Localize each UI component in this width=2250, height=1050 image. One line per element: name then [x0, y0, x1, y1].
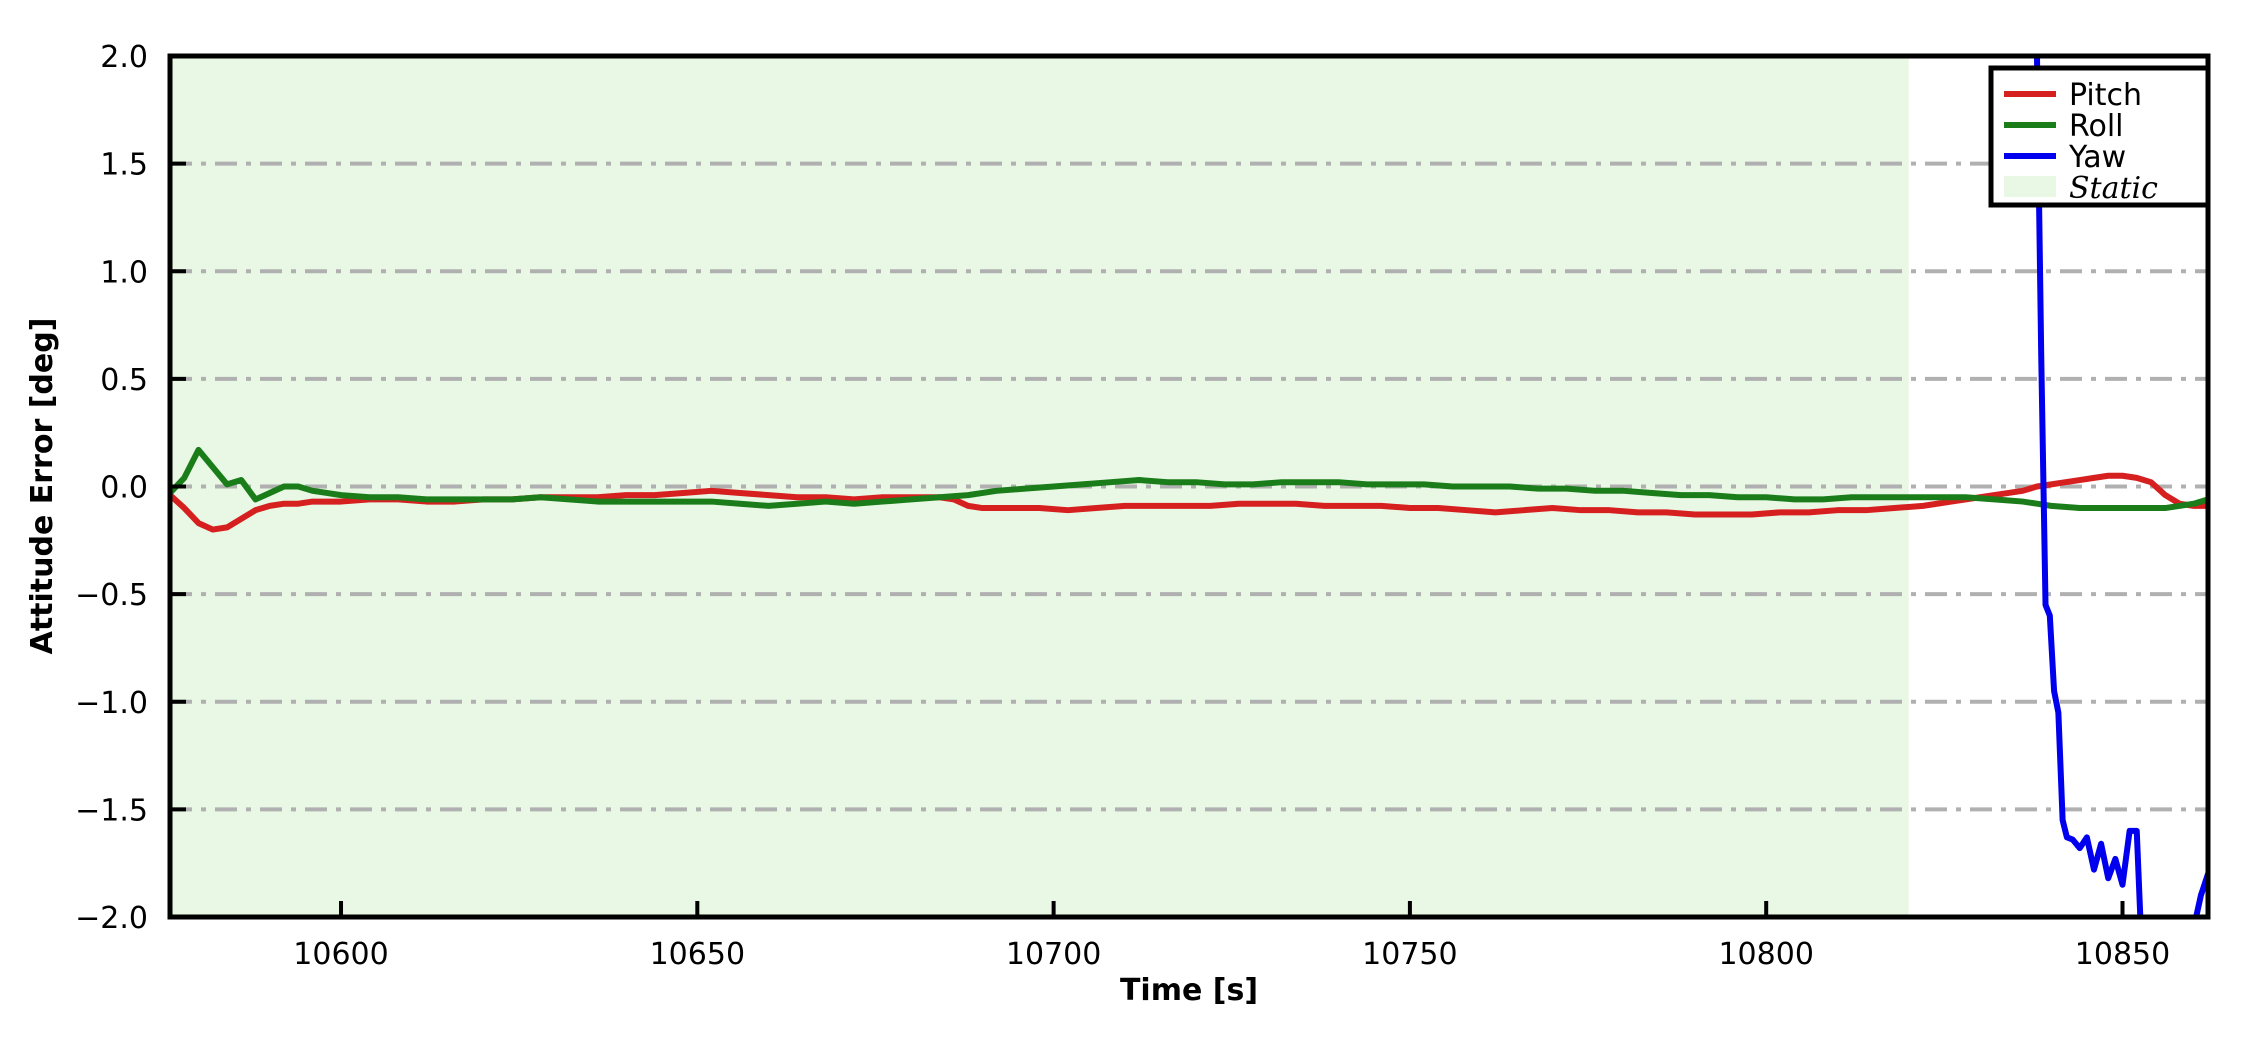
- x-axis-title: Time [s]: [1120, 973, 1258, 1008]
- x-tick-label: 10800: [1718, 937, 1813, 972]
- legend-label-roll[interactable]: Roll: [2069, 109, 2124, 144]
- axis-ticks: [170, 161, 2125, 917]
- grid-lines: [170, 161, 2208, 812]
- legend-label-static[interactable]: Static: [2069, 171, 2158, 206]
- legend-box: [1988, 65, 2211, 208]
- y-tick-label: −1.5: [75, 793, 148, 828]
- data-series-group: [170, 56, 2208, 917]
- legend-swatch-static: [2004, 176, 2056, 197]
- y-axis-title: Attitude Error [deg]: [25, 318, 60, 655]
- y-tick-label: −1.0: [75, 686, 148, 721]
- x-tick-label: 10850: [2075, 937, 2170, 972]
- y-tick-label: 0.5: [100, 363, 148, 398]
- y-tick-label: 1.5: [100, 148, 148, 183]
- y-tick-label: −0.5: [75, 578, 148, 613]
- x-tick-label: 10750: [1362, 937, 1457, 972]
- axis-tick-labels: 10600 10650 10700 10750 10800 10850 −2.0 −1.5 −1…: [75, 40, 2170, 972]
- y-tick-label: 2.0: [100, 40, 148, 75]
- y-tick-label: 1.0: [100, 255, 148, 290]
- series-line-roll: [170, 446, 2208, 512]
- x-tick-label: 10700: [1006, 937, 1101, 972]
- legend-label-pitch[interactable]: Pitch: [2069, 78, 2142, 113]
- y-tick-label: −2.0: [75, 901, 148, 936]
- x-tick-label: 10600: [293, 937, 388, 972]
- x-tick-label: 10650: [650, 937, 745, 972]
- legend-label-yaw[interactable]: Yaw: [2068, 140, 2126, 175]
- series-line-yaw: [2033, 56, 2208, 917]
- y-tick-label: 0.0: [100, 471, 148, 506]
- plot-border: [167, 53, 2211, 920]
